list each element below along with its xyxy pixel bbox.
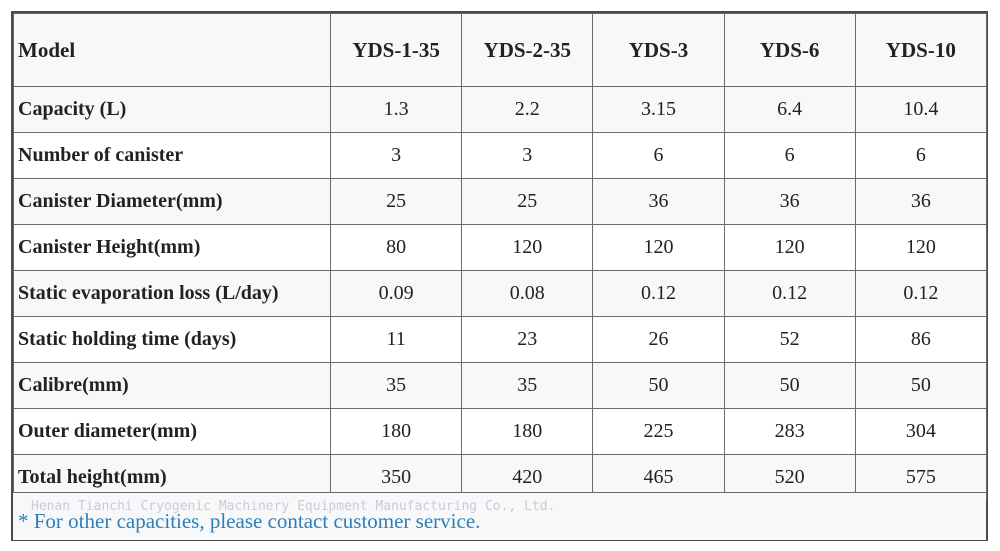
table-row: Outer diameter(mm) 180 180 225 283 304 [13, 408, 987, 455]
table-cell: 26 [592, 316, 725, 363]
model-header: YDS-6 [723, 13, 856, 87]
company-watermark: Henan Tianchi Cryogenic Machinery Equipm… [31, 499, 556, 514]
table-row: Calibre(mm) 35 35 50 50 50 [13, 362, 987, 409]
table-cell: 35 [329, 362, 463, 409]
table-cell: 36 [854, 178, 987, 225]
table-cell: 6.4 [723, 86, 856, 133]
table-cell: 120 [461, 224, 594, 271]
table-cell: 1.3 [329, 86, 463, 133]
row-label: Canister Diameter(mm) [13, 178, 331, 225]
table-cell: 2.2 [461, 86, 594, 133]
spec-table-frame: Model YDS-1-35 YDS-2-35 YDS-3 YDS-6 YDS-… [11, 11, 988, 541]
table-cell: 86 [854, 316, 987, 363]
table-row: Static holding time (days) 11 23 26 52 8… [13, 316, 987, 363]
table-cell: 225 [592, 408, 725, 455]
table-cell: 120 [854, 224, 987, 271]
spec-table: Model YDS-1-35 YDS-2-35 YDS-3 YDS-6 YDS-… [13, 13, 987, 501]
table-row: Canister Diameter(mm) 25 25 36 36 36 [13, 178, 987, 225]
row-label: Static holding time (days) [13, 316, 331, 363]
table-cell: 80 [329, 224, 463, 271]
row-label: Static evaporation loss (L/day) [13, 270, 331, 317]
row-label: Outer diameter(mm) [13, 408, 331, 455]
table-cell: 35 [461, 362, 594, 409]
table-cell: 10.4 [854, 86, 987, 133]
row-label: Number of canister [13, 132, 331, 179]
header-label: Model [13, 13, 331, 87]
table-cell: 0.08 [461, 270, 594, 317]
table-cell: 0.12 [592, 270, 725, 317]
table-cell: 180 [329, 408, 463, 455]
table-cell: 3 [329, 132, 463, 179]
table-cell: 120 [592, 224, 725, 271]
table-row: Capacity (L) 1.3 2.2 3.15 6.4 10.4 [13, 86, 987, 133]
table-cell: 3 [461, 132, 594, 179]
table-cell: 50 [854, 362, 987, 409]
table-cell: 36 [592, 178, 725, 225]
table-cell: 0.12 [723, 270, 856, 317]
table-cell: 25 [329, 178, 463, 225]
row-label: Calibre(mm) [13, 362, 331, 409]
table-cell: 283 [723, 408, 856, 455]
table-row: Static evaporation loss (L/day) 0.09 0.0… [13, 270, 987, 317]
table-cell: 6 [854, 132, 987, 179]
model-header: YDS-3 [592, 13, 725, 87]
table-cell: 3.15 [592, 86, 725, 133]
row-label: Capacity (L) [13, 86, 331, 133]
model-header: YDS-2-35 [461, 13, 594, 87]
table-cell: 120 [723, 224, 856, 271]
table-cell: 304 [854, 408, 987, 455]
table-cell: 36 [723, 178, 856, 225]
table-cell: 50 [592, 362, 725, 409]
row-label: Canister Height(mm) [13, 224, 331, 271]
table-cell: 23 [461, 316, 594, 363]
table-cell: 180 [461, 408, 594, 455]
table-cell: 0.09 [329, 270, 463, 317]
table-cell: 0.12 [854, 270, 987, 317]
table-cell: 50 [723, 362, 856, 409]
table-cell: 11 [329, 316, 463, 363]
model-header: YDS-1-35 [329, 13, 463, 87]
table-footer: Henan Tianchi Cryogenic Machinery Equipm… [13, 492, 986, 540]
table-row: Number of canister 3 3 6 6 6 [13, 132, 987, 179]
table-cell: 25 [461, 178, 594, 225]
table-cell: 52 [723, 316, 856, 363]
table-row: Canister Height(mm) 80 120 120 120 120 [13, 224, 987, 271]
footnote: * For other capacities, please contact c… [18, 509, 481, 533]
header-row: Model YDS-1-35 YDS-2-35 YDS-3 YDS-6 YDS-… [13, 13, 987, 87]
table-cell: 6 [592, 132, 725, 179]
table-cell: 6 [723, 132, 856, 179]
model-header: YDS-10 [854, 13, 987, 87]
